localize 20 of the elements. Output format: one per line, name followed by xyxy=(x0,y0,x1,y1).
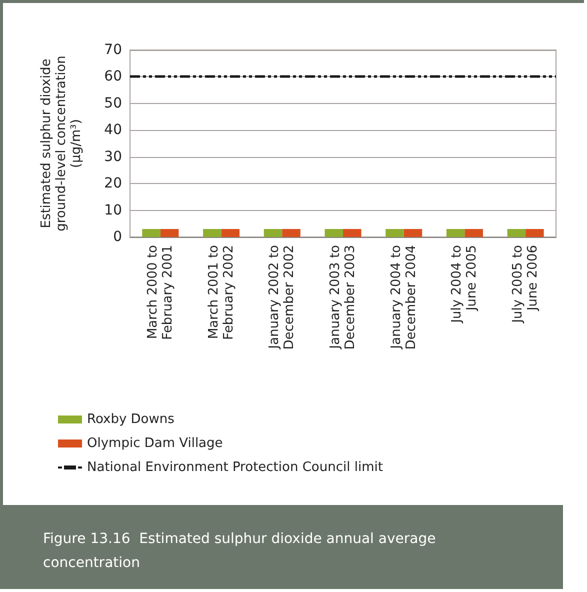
x-tick-label: January 2002 to December 2002 xyxy=(267,244,298,350)
x-tick-label: July 2004 to June 2005 xyxy=(450,244,480,324)
y-tick-label: 30 xyxy=(104,148,122,165)
x-tick-label: January 2003 to December 2003 xyxy=(328,244,358,350)
y-tick-label: 60 xyxy=(104,68,122,85)
x-tick-label: March 2001 to February 2002 xyxy=(206,244,236,340)
y-tick-label: 0 xyxy=(113,229,122,245)
legend-label: National Environment Protection Council limit xyxy=(87,460,383,475)
x-tick-label: July 2005 to June 2006 xyxy=(510,244,541,324)
x-tick-label: January 2004 to December 2004 xyxy=(388,244,419,350)
y-tick-label: 70 xyxy=(104,42,122,58)
y-tick-label: 50 xyxy=(104,95,122,112)
y-tick-label: 20 xyxy=(104,176,122,192)
y-tick-label: 40 xyxy=(104,122,122,138)
legend-label: Olympic Dam Village xyxy=(87,436,223,451)
legend-label: Roxby Downs xyxy=(87,412,175,427)
y-tick-label: 10 xyxy=(104,202,122,218)
x-tick-label: March 2000 to February 2001 xyxy=(145,244,176,340)
text: Figure 13.16 Estimated sulphur dioxide annual average concentration xyxy=(43,531,440,571)
y-axis-title: Estimated sulphur dioxide ground-level concentration (µg/m³) xyxy=(39,56,84,232)
